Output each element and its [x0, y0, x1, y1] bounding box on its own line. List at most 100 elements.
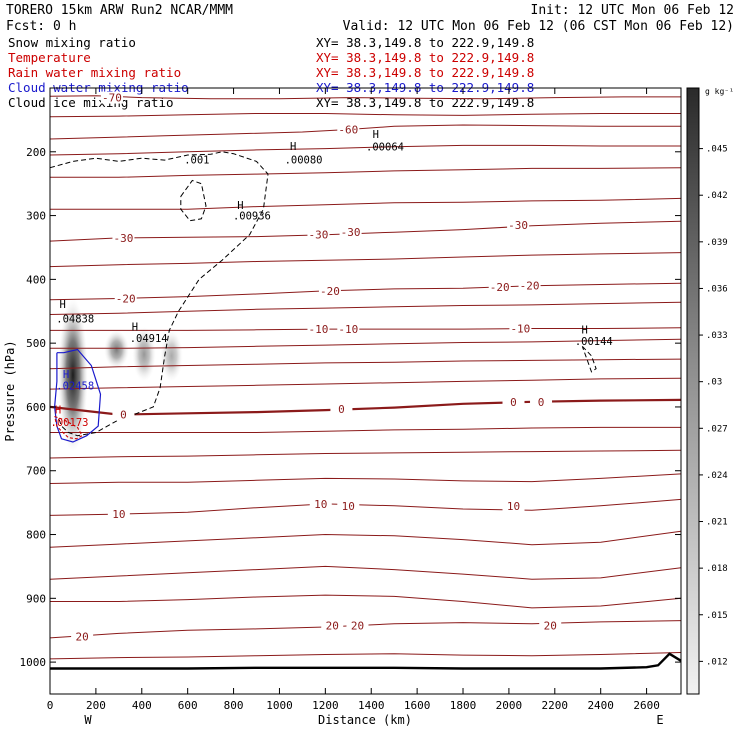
freezing-line: [49, 398, 682, 416]
extremum-label-9: .00080: [285, 154, 323, 166]
isotherm-label-2: -30: [113, 232, 133, 245]
isotherm-line-20: [49, 565, 682, 580]
x-tick-label-5: 1000: [266, 699, 293, 712]
x-tick-label-10: 2000: [496, 699, 523, 712]
isotherm-line-21: [50, 594, 682, 609]
east-label: E: [656, 713, 663, 727]
colorbar-tick-label-11: .012: [706, 657, 728, 667]
plot-frame: [49, 87, 682, 695]
extremum-label-5: .02458: [56, 381, 94, 393]
isotherm-line-9: [49, 301, 682, 315]
plot-area: -70 -60 -30 -30 -30 -30 -20 -20 -20 -20 -10 -10 -10 0…: [49, 91, 682, 670]
x-tick-label-13: 2600: [633, 699, 660, 712]
x-tick-label-4: 800: [224, 699, 244, 712]
colorbar-tick-label-7: .024: [706, 471, 728, 481]
extremum-label-16: .00144: [575, 336, 613, 348]
x-ticks: 0 200 400 600 800 1000 1200 1400 1600 1800 2000 220…: [47, 88, 660, 712]
isotherm-label-bg-0: [100, 91, 123, 104]
isotherm-label-1: -60: [338, 123, 358, 136]
isotherm-label-3: -30: [309, 229, 329, 242]
extremum-label-2: H: [132, 321, 138, 333]
isotherm-line-3: [49, 144, 681, 156]
isotherm-label-23: 20: [351, 620, 364, 633]
isotherm-label-8: -20: [490, 281, 510, 294]
colorbar-tick-label-2: .039: [706, 238, 728, 248]
isotherm-label-bg-18: [309, 497, 332, 510]
colorbar-tick-label-4: .033: [706, 331, 728, 341]
field-label-temperature: Temperature: [8, 50, 91, 65]
field-xy-snow: XY= 38.3,149.8 to 222.9,149.8: [316, 35, 534, 50]
header-line1-right: Init: 12 UTC Mon 06 Feb 12: [531, 3, 735, 18]
cloud-ice-contour-1: [180, 179, 207, 222]
rain-contour-0: [54, 415, 83, 440]
field-xy-temperature: XY= 38.3,149.8 to 222.9,149.8: [316, 50, 534, 65]
extremum-label-1: .04838: [56, 314, 94, 326]
isotherm-line-8: [49, 282, 682, 301]
extremum-label-15: H: [581, 325, 587, 337]
isotherm-label-bg-17: [107, 508, 130, 521]
y-tick-label-8: 1000: [20, 656, 47, 669]
extremum-label-13: H: [237, 200, 243, 212]
y-tick-label-4: 600: [26, 401, 46, 414]
cloud-ice-contour-0: [49, 151, 269, 437]
terrain-line: [50, 652, 682, 670]
isotherm-line-10: [50, 327, 682, 331]
x-tick-label-2: 400: [132, 699, 152, 712]
colorbar-tick-label-10: .015: [706, 611, 728, 621]
isotherm-line-0: [49, 95, 681, 100]
x-tick-label-6: 1200: [312, 699, 339, 712]
isotherm-label-bg-5: [507, 219, 530, 232]
isotherm-label-bg-13: [112, 408, 135, 421]
x-tick-label-12: 2400: [587, 699, 614, 712]
isotherm-label-13: 0: [120, 409, 127, 422]
isotherm-label-bg-24: [539, 619, 562, 632]
extremum-label-0: H: [59, 299, 65, 311]
isotherm-label-9: -20: [520, 280, 540, 293]
y-tick-label-3: 500: [26, 337, 46, 350]
field-xy-rain: XY= 38.3,149.8 to 222.9,149.8: [316, 65, 534, 80]
isotherm-line-18: [49, 498, 682, 516]
extremum-label-7: .00173: [51, 417, 89, 429]
isotherm-label-16: 0: [538, 396, 545, 409]
isotherm-label-15: 0: [510, 396, 517, 409]
colorbar-units: g kg⁻¹: [705, 87, 734, 96]
isotherm-label-bg-7: [318, 284, 341, 297]
colorbar-tick-label-3: .036: [706, 284, 728, 294]
x-tick-label-9: 1800: [450, 699, 477, 712]
x-tick-label-3: 600: [178, 699, 198, 712]
isotherm-label-bg-4: [339, 226, 362, 239]
extremum-label-8: H: [290, 141, 296, 153]
header-line1-left: TORERO 15km ARW Run2 NCAR/MMM: [6, 3, 233, 18]
field-label-snow: Snow mixing ratio: [8, 35, 136, 50]
isotherm-line-15: [50, 426, 681, 433]
isotherm-label-bg-1: [337, 123, 360, 136]
isotherm-line-17: [49, 473, 682, 484]
isotherm-label-24: 20: [544, 620, 557, 633]
west-label: W: [84, 713, 92, 727]
colorbar-tick-label-5: .03: [706, 378, 722, 388]
colorbar-tick-label-6: .027: [706, 424, 728, 434]
snow-shading-3: [160, 330, 183, 382]
extremum-label-12: .001: [184, 154, 209, 166]
isotherm-label-bg-23: [346, 619, 369, 632]
colorbar: [686, 87, 700, 695]
extremum-label-11: .00064: [366, 142, 404, 154]
isotherm-line-13: [49, 377, 682, 390]
isotherm-line-7: [49, 252, 682, 268]
field-label-cloud-ice: Cloud ice mixing ratio: [8, 95, 174, 110]
x-tick-label-7: 1400: [358, 699, 385, 712]
x-axis-label: Distance (km): [318, 713, 412, 727]
isotherm-line-16: [49, 449, 682, 459]
y-tick-label-0: 200: [26, 146, 46, 159]
snow-shading-2: [132, 327, 156, 382]
cloud-ice-contour-2: [581, 345, 597, 373]
isotherm-line-1: [49, 113, 681, 118]
snow-shading-1: [104, 330, 129, 369]
isotherm-line-12: [49, 358, 682, 370]
isotherm-label-bg-22: [321, 619, 344, 632]
isotherm-line-4: [50, 167, 682, 178]
isotherm-label-14: 0: [338, 403, 345, 416]
colorbar-tick-label-8: .021: [706, 518, 728, 528]
isotherm-label-bg-16: [530, 395, 553, 408]
